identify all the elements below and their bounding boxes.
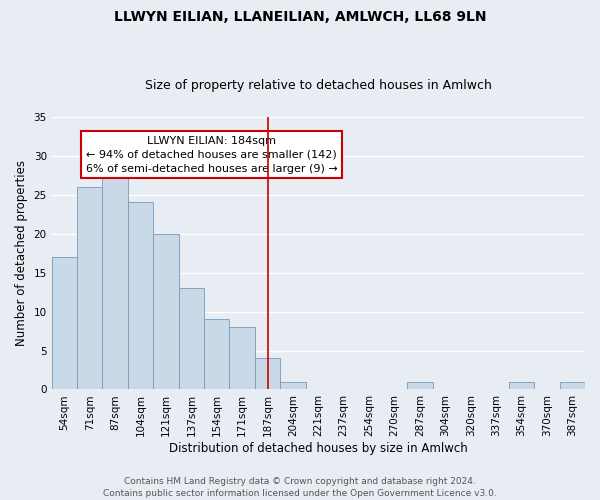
Bar [255, 358, 280, 390]
Text: Contains HM Land Registry data © Crown copyright and database right 2024.
Contai: Contains HM Land Registry data © Crown c… [103, 476, 497, 498]
Bar [560, 382, 585, 390]
Y-axis label: Number of detached properties: Number of detached properties [15, 160, 28, 346]
Bar [52, 257, 77, 390]
X-axis label: Distribution of detached houses by size in Amlwch: Distribution of detached houses by size … [169, 442, 468, 455]
Bar [179, 288, 204, 390]
Bar [128, 202, 153, 390]
Title: Size of property relative to detached houses in Amlwch: Size of property relative to detached ho… [145, 79, 492, 92]
Text: LLWYN EILIAN: 184sqm
← 94% of detached houses are smaller (142)
6% of semi-detac: LLWYN EILIAN: 184sqm ← 94% of detached h… [86, 136, 338, 174]
Bar [204, 320, 229, 390]
Bar [153, 234, 179, 390]
Bar [280, 382, 305, 390]
Bar [509, 382, 534, 390]
Bar [229, 327, 255, 390]
Bar [77, 187, 103, 390]
Bar [103, 172, 128, 390]
Text: LLWYN EILIAN, LLANEILIAN, AMLWCH, LL68 9LN: LLWYN EILIAN, LLANEILIAN, AMLWCH, LL68 9… [114, 10, 486, 24]
Bar [407, 382, 433, 390]
